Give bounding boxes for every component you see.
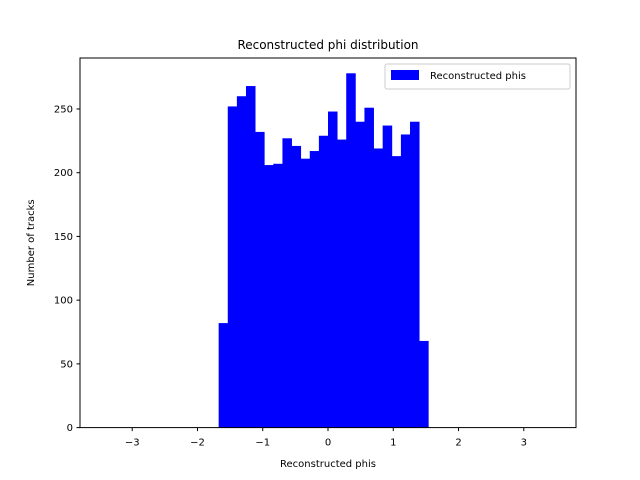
y-tick-label: 50 bbox=[60, 359, 73, 370]
histogram-bar bbox=[419, 340, 429, 428]
histogram-bar bbox=[346, 73, 356, 428]
y-tick-label: 200 bbox=[54, 168, 73, 179]
histogram-bar bbox=[300, 158, 311, 428]
x-axis-ticks: −3 −2 −1 0 1 2 3 bbox=[125, 427, 527, 449]
histogram-bar bbox=[309, 151, 320, 428]
histogram-bar bbox=[328, 111, 338, 428]
histogram-bar bbox=[245, 86, 256, 428]
histogram-bar bbox=[264, 165, 274, 428]
x-tick-label: 3 bbox=[521, 438, 527, 449]
histogram-bar bbox=[236, 96, 247, 428]
x-tick-label: 0 bbox=[325, 438, 331, 449]
histogram-bar bbox=[227, 106, 238, 428]
y-tick-label: 0 bbox=[67, 423, 73, 434]
legend-label: Reconstructed phis bbox=[430, 71, 526, 82]
x-tick-label: −3 bbox=[125, 438, 140, 449]
legend: Reconstructed phis bbox=[384, 63, 571, 90]
legend-box bbox=[384, 63, 571, 90]
histogram-bar bbox=[218, 323, 229, 428]
histogram-bar bbox=[364, 107, 374, 428]
x-tick-label: 2 bbox=[455, 438, 461, 449]
histogram-bar bbox=[282, 138, 292, 428]
y-axis-label: Number of tracks bbox=[26, 199, 37, 286]
histogram-bar bbox=[391, 156, 402, 428]
bars-group bbox=[218, 73, 429, 428]
histogram-bar bbox=[355, 121, 365, 428]
histogram-bar bbox=[291, 145, 302, 428]
y-tick-label: 100 bbox=[54, 296, 73, 307]
histogram-bar bbox=[337, 139, 347, 428]
legend-swatch bbox=[391, 70, 419, 80]
y-tick-label: 250 bbox=[54, 104, 73, 115]
chart-title: Reconstructed phi distribution bbox=[237, 38, 418, 52]
histogram-bar bbox=[255, 131, 265, 428]
y-axis-ticks: 0 50 100 150 200 250 bbox=[54, 104, 80, 434]
x-tick-label: −2 bbox=[190, 438, 205, 449]
x-tick-label: −1 bbox=[255, 438, 270, 449]
histogram-bar bbox=[410, 121, 420, 428]
y-tick-label: 150 bbox=[54, 232, 73, 243]
histogram-bar bbox=[382, 125, 393, 428]
histogram-bar bbox=[273, 163, 283, 428]
x-axis-label: Reconstructed phis bbox=[280, 459, 376, 470]
x-tick-label: 1 bbox=[390, 438, 396, 449]
histogram-bar bbox=[400, 134, 411, 428]
histogram-bar bbox=[373, 148, 384, 428]
histogram-bar bbox=[318, 135, 329, 428]
